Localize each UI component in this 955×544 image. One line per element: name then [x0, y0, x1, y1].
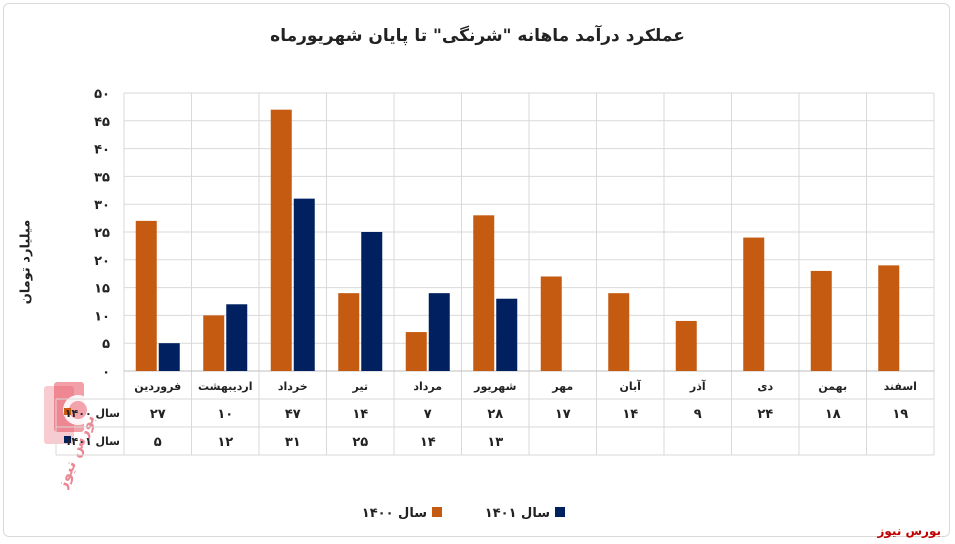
data-label: ۴۷ [285, 407, 301, 422]
x-category-label: شهریور [473, 380, 516, 393]
bar [810, 270, 832, 371]
data-label: ۲۸ [487, 407, 503, 422]
x-category-label: آذر [689, 379, 706, 393]
bar [540, 276, 562, 371]
table-series-name: سال ۱۴۰۱ [65, 435, 120, 448]
data-label: ۲۴ [757, 407, 773, 422]
bar [428, 293, 450, 371]
bar [158, 343, 180, 371]
y-tick-label: ۰ [102, 365, 110, 380]
y-tick-label: ۵ [102, 337, 110, 352]
y-tick-label: ۳۰ [94, 198, 110, 213]
bar [338, 293, 360, 371]
data-label: ۱۳ [487, 435, 503, 450]
y-tick-label: ۳۵ [94, 170, 110, 185]
data-label: ۱۴ [352, 407, 368, 422]
data-label: ۳۱ [285, 435, 301, 450]
bar [878, 265, 900, 371]
bar [675, 320, 697, 371]
table-legend-key [64, 408, 71, 415]
bar [135, 220, 157, 371]
data-label: ۵ [154, 435, 162, 450]
bar [496, 298, 518, 371]
y-tick-label: ۵۰ [94, 87, 110, 102]
y-tick-label: ۲۵ [94, 226, 110, 241]
bar [203, 315, 225, 371]
data-label: ۱۸ [825, 407, 841, 422]
data-label: ۷ [424, 407, 432, 422]
data-label: ۹ [694, 407, 702, 422]
x-category-label: تیر [352, 380, 368, 393]
legend-label: سال ۱۴۰۰ [362, 506, 427, 521]
y-tick-label: ۱۵ [94, 282, 110, 297]
y-tick-label: ۴۵ [94, 115, 110, 130]
x-category-label: بهمن [818, 380, 847, 393]
bar [361, 232, 383, 371]
data-label: ۱۷ [555, 407, 571, 422]
data-label: ۱۴ [622, 407, 638, 422]
x-category-label: فروردین [134, 380, 181, 393]
data-label: ۱۹ [892, 407, 908, 422]
x-category-label: اردیبهشت [198, 380, 252, 393]
data-label: ۲۵ [352, 435, 368, 450]
x-category-label: مهر [551, 380, 573, 393]
x-category-label: مرداد [413, 380, 442, 393]
x-category-label: خرداد [278, 380, 308, 393]
y-tick-label: ۴۰ [94, 143, 110, 158]
bar [473, 215, 495, 371]
data-label: ۱۰ [217, 407, 233, 422]
x-category-label: اسفند [884, 380, 917, 393]
bar [743, 237, 765, 371]
y-tick-label: ۱۰ [94, 309, 110, 324]
bar [405, 332, 427, 371]
x-category-label: دی [757, 380, 773, 393]
data-label: ۱۴ [420, 435, 436, 450]
data-label: ۲۷ [150, 407, 166, 422]
y-tick-label: ۲۰ [94, 254, 110, 269]
chart-title: عملکرد درآمد ماهانه "شرنگی" تا پایان شهر… [270, 26, 685, 46]
data-label: ۱۲ [217, 435, 233, 450]
bar [226, 304, 248, 371]
legend-swatch [432, 507, 442, 517]
legend-label: سال ۱۴۰۱ [485, 506, 550, 521]
x-category-label: آبان [620, 379, 642, 393]
bar [270, 109, 292, 372]
bar [293, 198, 315, 371]
table-legend-key [64, 436, 71, 443]
watermark-logo: بورس نیوز [44, 382, 99, 490]
bar [608, 293, 630, 371]
legend-swatch [555, 507, 565, 517]
brand-label: بورس نیوز [877, 524, 941, 538]
table-series-name: سال ۱۴۰۰ [65, 407, 120, 420]
